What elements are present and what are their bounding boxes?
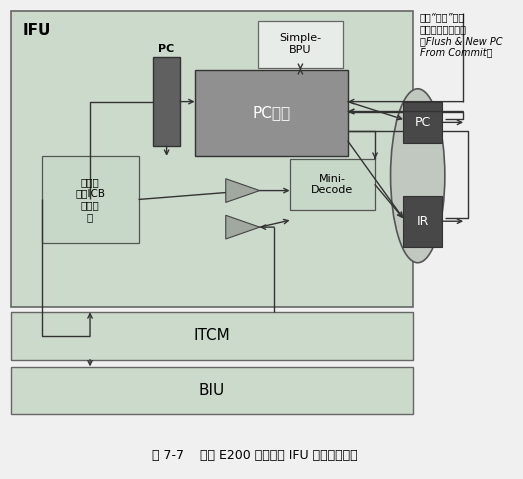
Text: PC: PC — [414, 116, 430, 129]
Bar — [403, 195, 442, 247]
Bar — [153, 57, 180, 146]
Text: 来自“交付”模块
的流水线冲刷请求
（Flush & New PC
From Commit）: 来自“交付”模块 的流水线冲刷请求 （Flush & New PC From C… — [419, 12, 502, 57]
Bar — [403, 102, 442, 143]
Bar — [41, 156, 139, 243]
Bar — [258, 21, 343, 68]
Text: BIU: BIU — [199, 383, 225, 398]
Text: Simple-
BPU: Simple- BPU — [279, 34, 322, 55]
Text: Mini-
Decode: Mini- Decode — [311, 174, 354, 195]
Bar — [10, 312, 413, 360]
Text: 图 7-7    蜂鸟 E200 处理器核 IFU 微架构示意图: 图 7-7 蜂鸟 E200 处理器核 IFU 微架构示意图 — [152, 449, 358, 462]
Text: IFU: IFU — [22, 23, 51, 37]
Bar — [10, 366, 413, 414]
Text: PC: PC — [158, 44, 175, 54]
Ellipse shape — [391, 89, 445, 262]
Polygon shape — [226, 179, 260, 203]
Text: 地址判
断和ICB
总线控
制: 地址判 断和ICB 总线控 制 — [75, 177, 105, 222]
Polygon shape — [226, 215, 260, 239]
Bar — [10, 11, 413, 307]
Bar — [195, 70, 348, 156]
Text: IR: IR — [416, 215, 429, 228]
Text: PC生成: PC生成 — [252, 105, 290, 121]
Text: ITCM: ITCM — [194, 329, 230, 343]
Bar — [290, 159, 375, 210]
